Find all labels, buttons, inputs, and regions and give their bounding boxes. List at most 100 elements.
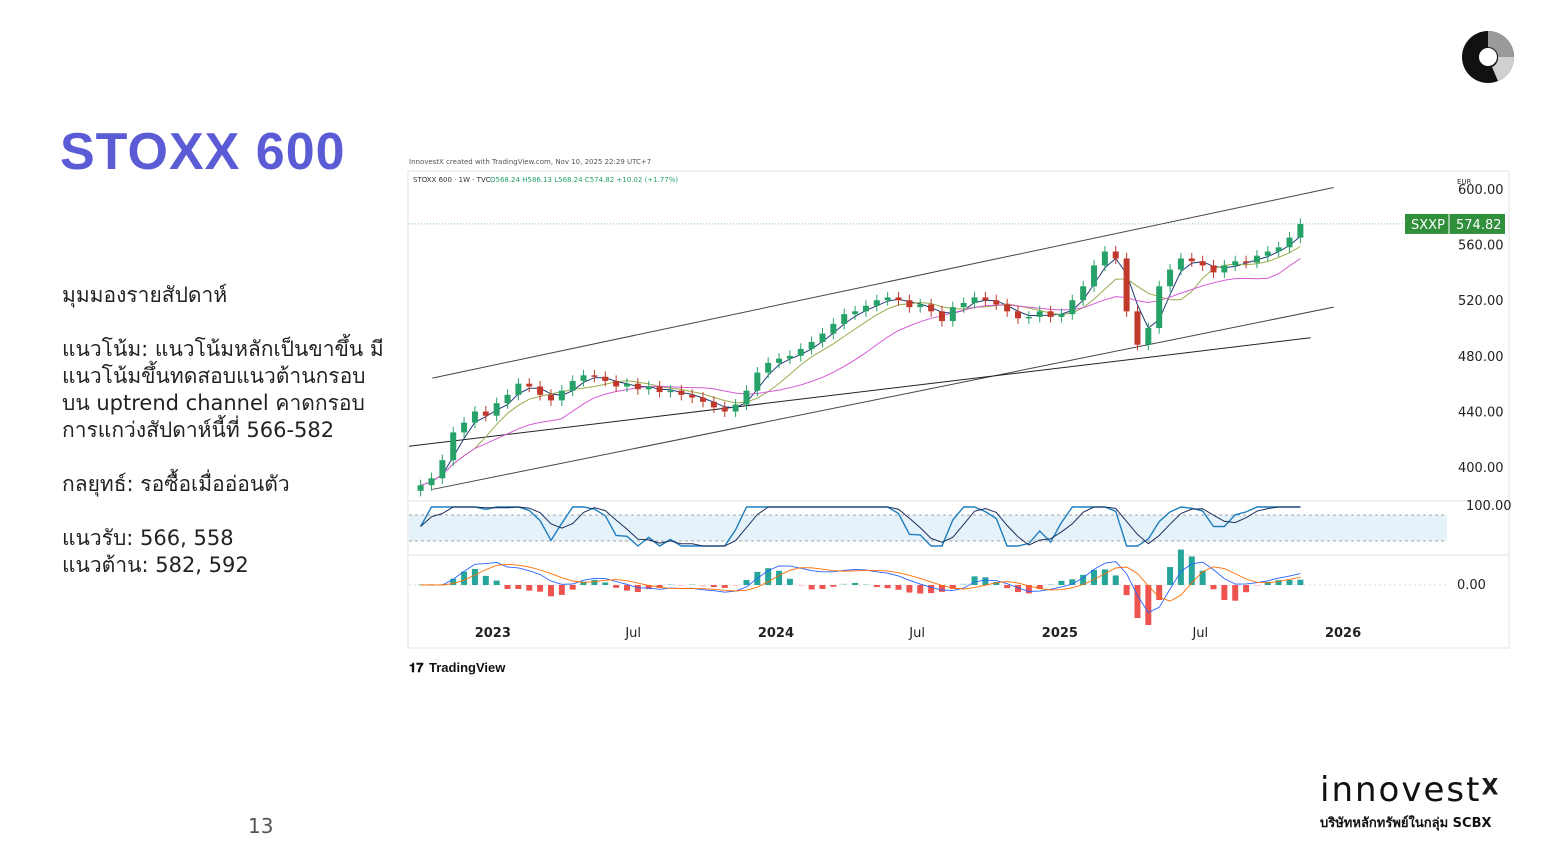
candle-body bbox=[971, 297, 978, 303]
candle-body bbox=[645, 386, 652, 390]
price-chart: InnovestX created with TradingView.com, … bbox=[407, 155, 1512, 680]
candle-body bbox=[428, 478, 435, 486]
macd-bar bbox=[1058, 580, 1065, 585]
macd-bar bbox=[873, 585, 880, 588]
price-tag: SXXP 574.82 bbox=[1405, 213, 1505, 234]
candle-body bbox=[450, 432, 457, 461]
macd-bar bbox=[808, 585, 815, 590]
candle-body bbox=[1080, 286, 1087, 301]
price-tag-ticker: SXXP bbox=[1411, 218, 1445, 233]
macd-bar bbox=[1243, 585, 1250, 593]
candle-body bbox=[634, 383, 641, 390]
candle-body bbox=[895, 297, 902, 301]
page-number: 13 bbox=[248, 814, 274, 838]
macd-bar bbox=[1156, 585, 1163, 601]
candle-body bbox=[754, 372, 761, 391]
candle-body bbox=[776, 358, 783, 363]
candle-body bbox=[1145, 328, 1152, 345]
candle-body bbox=[1058, 314, 1065, 317]
macd-bar bbox=[471, 568, 478, 585]
candle-body bbox=[873, 300, 880, 306]
macd-bar bbox=[1014, 585, 1021, 593]
candle-body bbox=[417, 485, 424, 491]
macd-bar bbox=[656, 585, 663, 588]
macd-bar bbox=[417, 584, 424, 585]
candle-body bbox=[1177, 258, 1184, 270]
candle-body bbox=[1286, 237, 1293, 248]
macd-bar bbox=[938, 585, 945, 592]
ma-fast-line bbox=[420, 235, 1301, 486]
macd-bar bbox=[515, 585, 522, 590]
macd-bar bbox=[971, 576, 978, 585]
x-tick-label: Jul bbox=[624, 626, 641, 641]
candle-body bbox=[1275, 247, 1282, 252]
candle-body bbox=[1025, 316, 1032, 319]
macd-bar bbox=[558, 585, 565, 595]
macd-bar bbox=[1091, 569, 1098, 585]
candle-body bbox=[602, 376, 609, 381]
candle-body bbox=[547, 394, 554, 401]
macd-bar bbox=[1167, 567, 1174, 585]
chart-frame bbox=[407, 170, 1510, 649]
trend-text: แนวโน้ม: แนวโน้มหลักเป็นขาขึ้น มีแนวโน้ม… bbox=[62, 337, 384, 442]
macd-bar bbox=[645, 585, 652, 590]
innovest-logo: innovestX บริษัทหลักทรัพย์ในกลุ่ม SCBX bbox=[1320, 770, 1498, 833]
candles bbox=[417, 218, 1304, 497]
candle-body bbox=[797, 348, 804, 356]
macd-bar bbox=[993, 582, 1000, 585]
strategy-text: กลยุทธ์: รอซื้อเมื่ออ่อนตัว bbox=[62, 472, 290, 496]
macd-bar bbox=[1210, 585, 1217, 590]
candle-body bbox=[526, 383, 533, 387]
ma-slow-line bbox=[420, 258, 1301, 486]
candle-body bbox=[1188, 258, 1195, 262]
macd-bar bbox=[580, 581, 587, 585]
macd-signal-line bbox=[420, 563, 1301, 602]
osc-d-line bbox=[420, 506, 1301, 547]
x-tick-label: 2026 bbox=[1325, 626, 1361, 641]
candle-body bbox=[613, 380, 620, 387]
candle-body bbox=[917, 304, 924, 308]
candle-body bbox=[1047, 311, 1054, 317]
macd-bar bbox=[1047, 584, 1054, 585]
macd-bar bbox=[1101, 569, 1108, 585]
tradingview-mark-icon: 𝟏𝟕 bbox=[409, 660, 424, 675]
macd-bar bbox=[678, 585, 685, 586]
macd-bar bbox=[765, 568, 772, 585]
macd-bar bbox=[721, 585, 728, 588]
macd-bar bbox=[461, 571, 468, 585]
candle-body bbox=[471, 411, 478, 423]
tradingview-logo: 𝟏𝟕 TradingView bbox=[409, 660, 506, 675]
candle-body bbox=[786, 355, 793, 359]
macd-bar bbox=[634, 585, 641, 593]
x-tick-label: 2023 bbox=[475, 626, 511, 641]
macd-bar bbox=[1221, 585, 1228, 601]
candle-body bbox=[949, 307, 956, 322]
candle-body bbox=[1264, 251, 1271, 256]
analysis-heading: มุมมองรายสัปดาห์ bbox=[62, 283, 228, 307]
macd-bar bbox=[547, 585, 554, 597]
candle-body bbox=[623, 383, 630, 387]
candle-body bbox=[1036, 311, 1043, 317]
macd-bar bbox=[743, 579, 750, 585]
candle-body bbox=[993, 300, 1000, 305]
candle-body bbox=[982, 297, 989, 301]
candle-body bbox=[1210, 265, 1217, 273]
candle-body bbox=[515, 383, 522, 395]
analysis-panel: มุมมองรายสัปดาห์ แนวโน้ม: แนวโน้มหลักเป็… bbox=[62, 282, 392, 579]
candle-body bbox=[591, 375, 598, 377]
macd-bar bbox=[450, 578, 457, 585]
source-note: InnovestX created with TradingView.com, … bbox=[409, 158, 651, 166]
y-tick-label: 480.00 bbox=[1458, 350, 1504, 365]
macd-bar bbox=[960, 583, 967, 585]
support-text: แนวรับ: 566, 558 bbox=[62, 526, 234, 550]
macd-bar bbox=[1253, 585, 1260, 586]
candle-body bbox=[1123, 258, 1130, 312]
macd-bar bbox=[482, 575, 489, 585]
macd-bar bbox=[1112, 575, 1119, 585]
macd-bar bbox=[493, 580, 500, 585]
macd-bar bbox=[700, 585, 707, 587]
candle-body bbox=[1091, 265, 1098, 287]
candle-body bbox=[569, 380, 576, 391]
brand-mark-icon bbox=[1462, 31, 1514, 83]
candle-body bbox=[1004, 304, 1011, 312]
